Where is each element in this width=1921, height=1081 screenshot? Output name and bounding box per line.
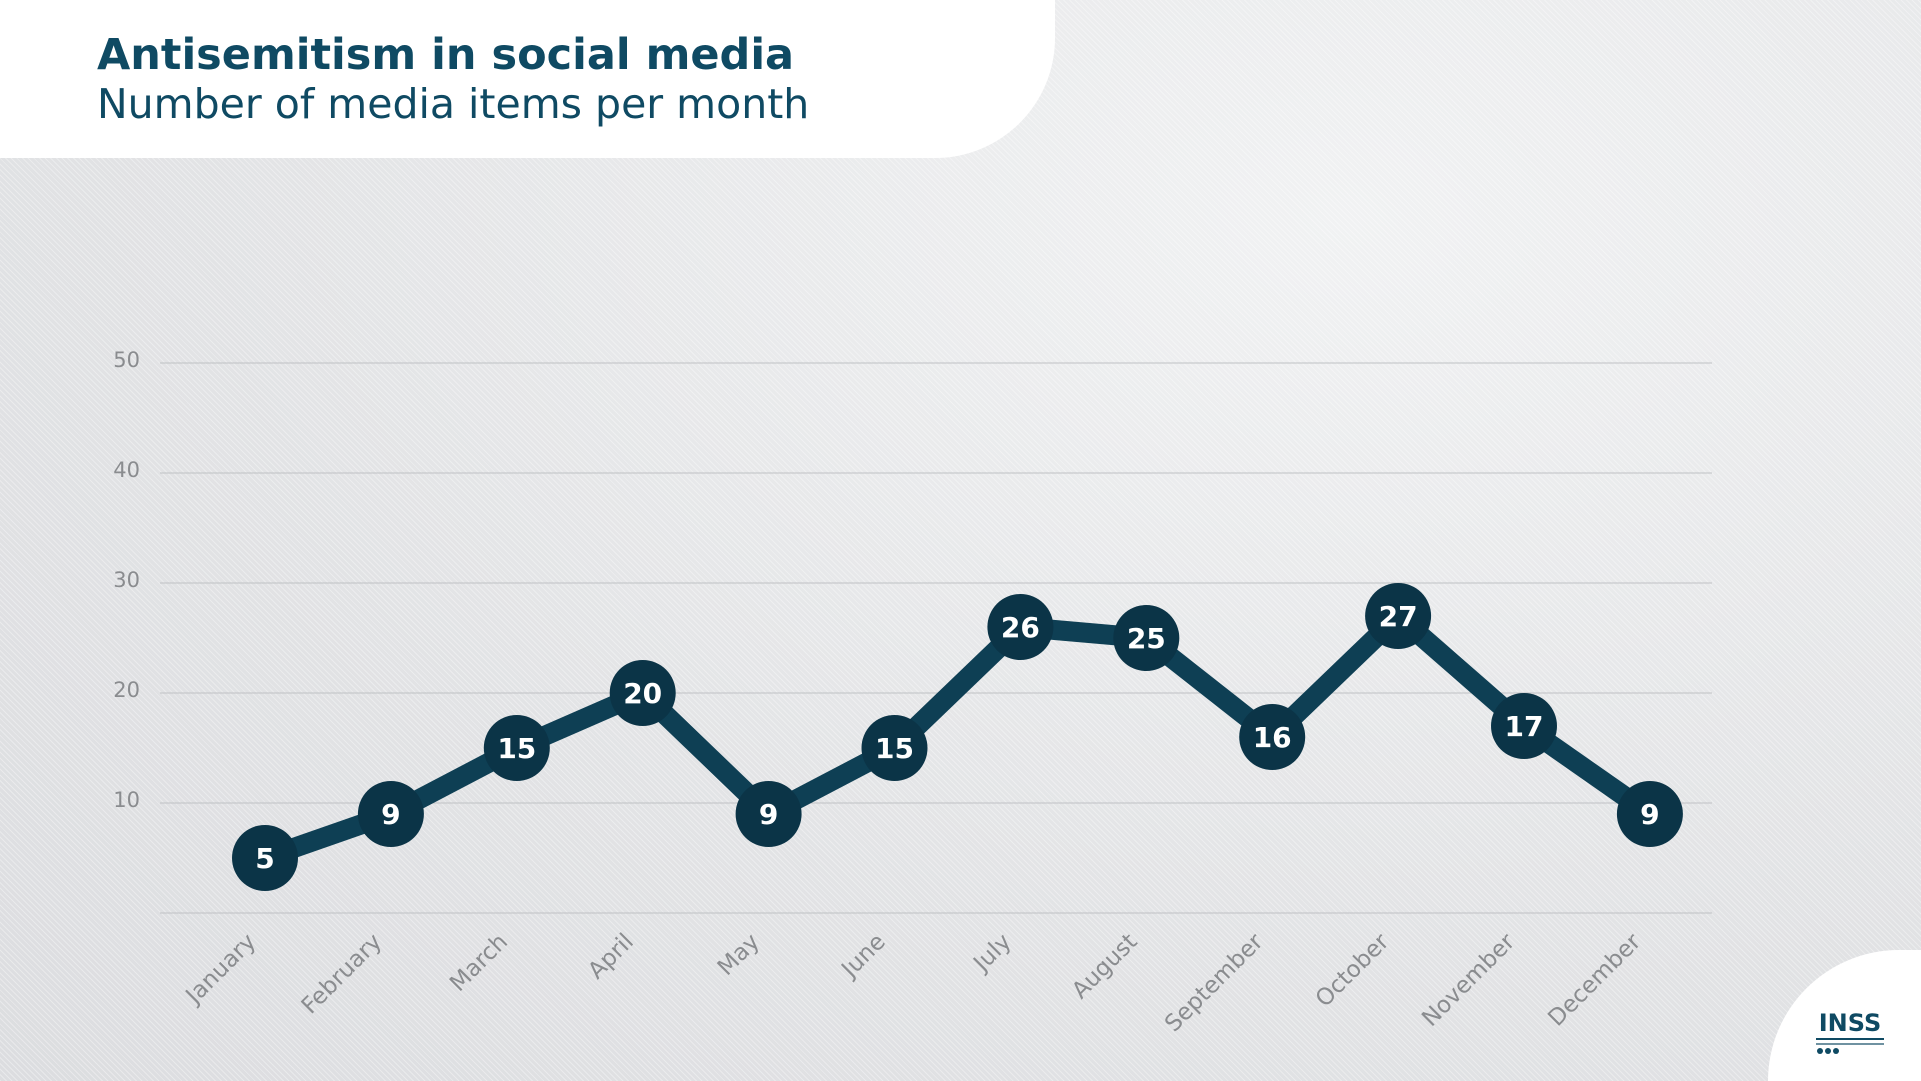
data-label: 9 [381, 798, 400, 831]
data-label: 27 [1379, 600, 1418, 633]
data-point [609, 660, 676, 726]
data-label: 16 [1253, 721, 1292, 754]
x-tick-label: August [1067, 929, 1142, 1004]
x-tick-label: November [1417, 928, 1520, 1031]
y-tick-label: 40 [113, 458, 140, 482]
data-point [357, 781, 424, 847]
data-point [483, 715, 550, 781]
data-label: 17 [1505, 710, 1544, 743]
x-tick-label: July [968, 929, 1017, 978]
x-tick-label: January [180, 929, 261, 1010]
data-markers: 5 9 15 20 9 15 26 25 16 27 17 9 [232, 583, 1683, 891]
data-point [735, 781, 802, 847]
logo-dot [1833, 1048, 1839, 1054]
data-label: 26 [1001, 611, 1040, 644]
data-label: 5 [255, 842, 274, 875]
x-tick-label: September [1160, 928, 1269, 1037]
x-axis-ticks: January February March April May June July Augu… [180, 928, 1647, 1037]
data-label: 15 [497, 732, 536, 765]
chart-subtitle: Number of media items per month [97, 80, 810, 128]
x-tick-label: April [583, 929, 639, 985]
logo-caption-line [1816, 1043, 1884, 1045]
logo-text: INSS [1819, 1009, 1882, 1037]
data-point [1113, 605, 1180, 671]
logo-underline [1816, 1038, 1884, 1040]
series-polyline [255, 606, 1660, 868]
inss-logo-icon: INSS [1816, 1009, 1884, 1054]
data-label: 25 [1127, 622, 1166, 655]
y-tick-label: 50 [113, 348, 140, 372]
data-point [232, 825, 298, 891]
x-tick-label: March [445, 929, 513, 997]
data-label: 9 [1640, 798, 1659, 831]
data-point [1616, 781, 1683, 847]
data-label: 9 [759, 798, 778, 831]
data-point [1239, 704, 1306, 770]
y-tick-label: 30 [113, 568, 140, 592]
x-tick-label: October [1311, 928, 1395, 1012]
y-tick-label: 10 [113, 788, 140, 812]
series-line [255, 606, 1660, 868]
x-tick-label: December [1543, 928, 1646, 1031]
logo-dot [1817, 1048, 1823, 1054]
data-point [1365, 583, 1432, 649]
title-card: Antisemitism in social media Number of m… [0, 0, 1055, 158]
y-axis-ticks: 10 20 30 40 50 [113, 348, 140, 812]
y-tick-label: 20 [113, 678, 140, 702]
data-point [1491, 693, 1557, 759]
data-label: 20 [623, 677, 662, 710]
logo-dot [1825, 1048, 1831, 1054]
chart-title: Antisemitism in social media [97, 30, 795, 80]
x-tick-label: June [836, 929, 891, 984]
data-label: 15 [875, 732, 914, 765]
x-tick-label: May [713, 929, 765, 981]
data-point [861, 715, 928, 781]
x-tick-label: February [297, 929, 387, 1019]
data-point [987, 594, 1054, 660]
